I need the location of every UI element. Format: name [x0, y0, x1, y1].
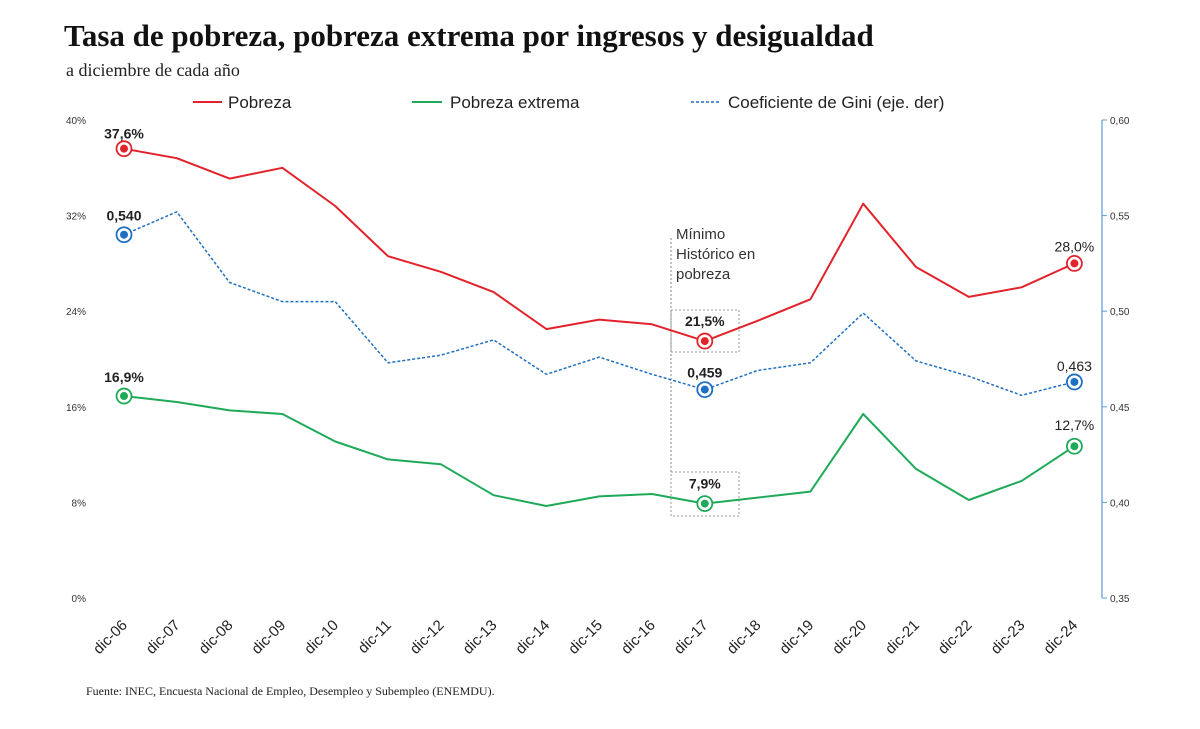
- annotation-box-pobreza: [670, 309, 740, 353]
- legend-label-gini: Coeficiente de Gini (eje. der): [728, 93, 944, 112]
- x-tick-label: dic-06: [90, 617, 131, 658]
- data-label-pobreza: 37,6%: [104, 126, 144, 142]
- right-axis-tick-label: 0,40: [1110, 498, 1130, 509]
- x-tick-label: dic-20: [829, 617, 870, 658]
- x-tick-label: dic-08: [196, 617, 237, 658]
- right-axis-tick-label: 0,35: [1110, 594, 1130, 605]
- right-axis-tick-label: 0,50: [1110, 307, 1130, 318]
- annotation-box-extrema: [670, 471, 740, 517]
- series-line-extrema: [123, 395, 1075, 507]
- chart-subtitle: a diciembre de cada año: [66, 60, 240, 80]
- x-tick-label: dic-09: [248, 617, 289, 658]
- x-tick-label: dic-17: [671, 617, 712, 658]
- data-label-pobreza: 28,0%: [1055, 238, 1095, 254]
- highlight-marker-dot-gini: [120, 230, 128, 239]
- x-tick-label: dic-16: [618, 617, 659, 658]
- legend-label-pobreza: Pobreza: [228, 93, 292, 112]
- data-label-extrema: 7,9%: [689, 476, 721, 492]
- left-axis-tick-label: 24%: [66, 307, 86, 318]
- x-tick-label: dic-24: [1040, 617, 1081, 658]
- highlight-marker-dot-extrema: [120, 392, 128, 401]
- highlight-marker-dot-pobreza: [1070, 259, 1079, 268]
- highlight-marker-dot-gini: [700, 385, 709, 394]
- left-axis-tick-label: 8%: [72, 498, 87, 509]
- highlight-marker-dot-extrema: [1070, 442, 1079, 451]
- legend-label-extrema: Pobreza extrema: [450, 93, 580, 112]
- data-label-gini: 0,459: [687, 365, 722, 381]
- annotation-text: Histórico en: [676, 246, 755, 263]
- right-axis-tick-label: 0,45: [1110, 403, 1130, 414]
- right-axis-tick-label: 0,55: [1110, 212, 1130, 223]
- x-tick-label: dic-18: [724, 617, 765, 658]
- annotation-text: Mínimo: [676, 226, 725, 243]
- data-label-pobreza: 21,5%: [685, 313, 725, 329]
- x-tick-label: dic-12: [407, 617, 448, 658]
- x-tick-label: dic-21: [882, 617, 923, 658]
- left-axis-tick-label: 40%: [66, 116, 86, 127]
- x-tick-label: dic-22: [935, 617, 976, 658]
- x-tick-label: dic-15: [565, 617, 606, 658]
- highlight-marker-dot-pobreza: [700, 337, 709, 346]
- highlight-marker-dot-gini: [1070, 377, 1079, 386]
- x-tick-label: dic-10: [301, 617, 342, 658]
- data-label-extrema: 16,9%: [104, 369, 144, 385]
- x-tick-label: dic-23: [988, 617, 1029, 658]
- x-tick-label: dic-07: [143, 617, 184, 658]
- x-tick-label: dic-19: [776, 617, 817, 658]
- x-tick-label: dic-11: [355, 617, 395, 657]
- data-label-gini: 0,540: [106, 208, 141, 224]
- left-axis-tick-label: 16%: [66, 403, 86, 414]
- source-note: Fuente: INEC, Encuesta Nacional de Emple…: [86, 684, 495, 698]
- annotation-text: pobreza: [676, 266, 731, 283]
- series-line-pobreza: [123, 147, 1075, 343]
- data-label-extrema: 12,7%: [1055, 417, 1095, 433]
- data-label-gini: 0,463: [1057, 358, 1092, 374]
- series-line-gini: [123, 211, 1075, 397]
- highlight-marker-dot-extrema: [700, 499, 709, 508]
- x-tick-label: dic-13: [460, 617, 501, 658]
- x-tick-label: dic-14: [512, 617, 553, 658]
- chart-title: Tasa de pobreza, pobreza extrema por ing…: [64, 18, 874, 53]
- left-axis-tick-label: 32%: [66, 212, 86, 223]
- right-axis-tick-label: 0,60: [1110, 116, 1130, 127]
- highlight-marker-dot-pobreza: [120, 144, 128, 153]
- left-axis-tick-label: 0%: [72, 594, 87, 605]
